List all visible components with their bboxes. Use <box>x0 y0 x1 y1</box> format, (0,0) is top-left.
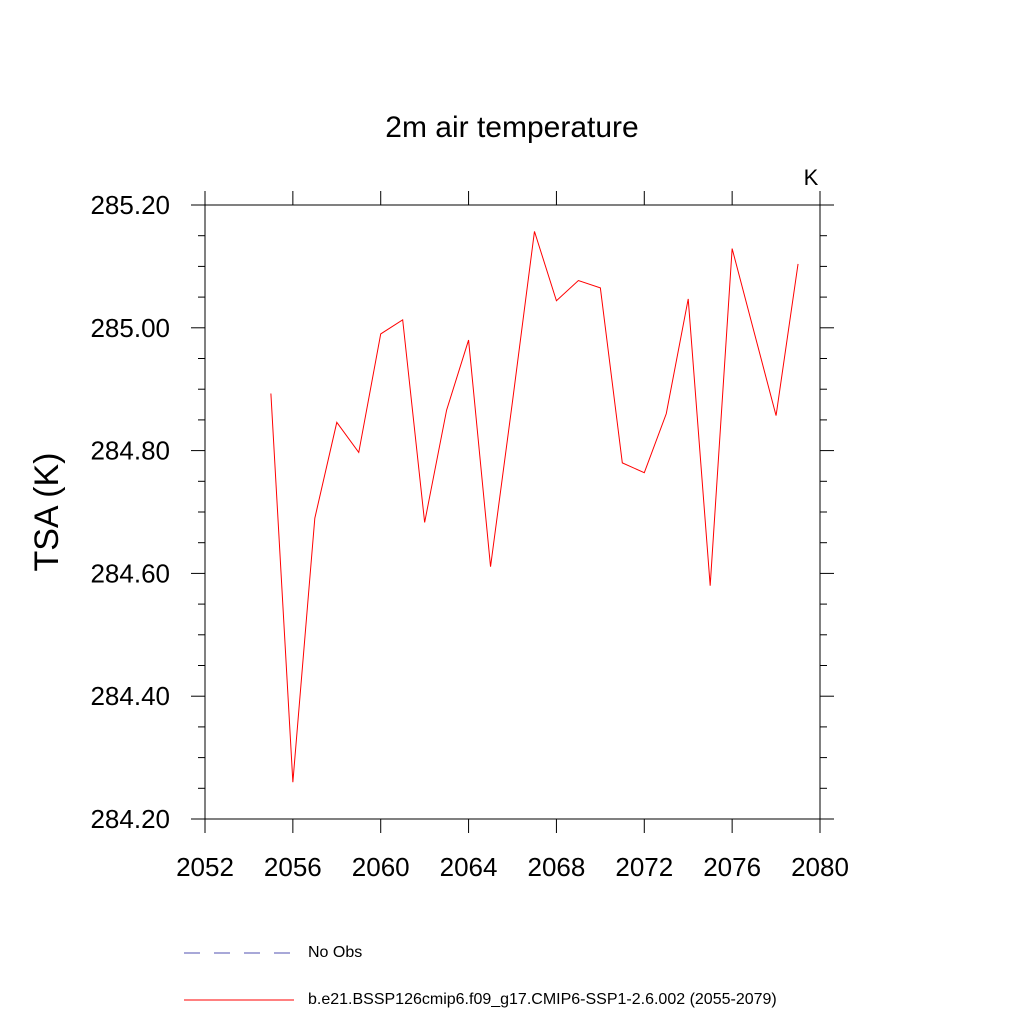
y-tick-label: 284.60 <box>90 558 170 588</box>
legend-item-no-obs: No Obs <box>184 943 362 963</box>
x-axis: 2052 2056 2060 2064 2068 2072 2076 2080 <box>176 191 849 882</box>
x-tick-label: 2052 <box>176 852 234 882</box>
series-line <box>270 231 799 783</box>
x-tick-label: 2056 <box>264 852 322 882</box>
y-tick-label: 285.20 <box>90 190 170 220</box>
y-axis-label: TSA (K) <box>28 452 66 571</box>
legend-label-no-obs: No Obs <box>308 944 363 961</box>
y-tick-label: 284.40 <box>90 681 170 711</box>
x-tick-label: 2080 <box>791 852 849 882</box>
y-tick-label: 284.20 <box>90 804 170 834</box>
series-layer <box>270 231 799 783</box>
x-tick-label: 2072 <box>615 852 673 882</box>
solid-line-swatch <box>184 999 294 1001</box>
legend-label-model-run: b.e21.BSSP126cmip6.f09_g17.CMIP6-SSP1-2.… <box>308 991 777 1008</box>
y-tick-label: 285.00 <box>90 313 170 343</box>
x-tick-label: 2064 <box>440 852 498 882</box>
y-axis: 284.20 284.40 284.60 284.80 285.00 285.20 <box>90 190 834 834</box>
legend-item-model-run: b.e21.BSSP126cmip6.f09_g17.CMIP6-SSP1-2.… <box>184 990 777 1010</box>
x-tick-label: 2076 <box>703 852 761 882</box>
units-label: K <box>804 165 819 190</box>
x-tick-label: 2068 <box>528 852 586 882</box>
dashed-line-swatch <box>184 952 294 954</box>
chart-title: 2m air temperature <box>385 111 638 144</box>
x-tick-label: 2060 <box>352 852 410 882</box>
y-tick-label: 284.80 <box>90 436 170 466</box>
